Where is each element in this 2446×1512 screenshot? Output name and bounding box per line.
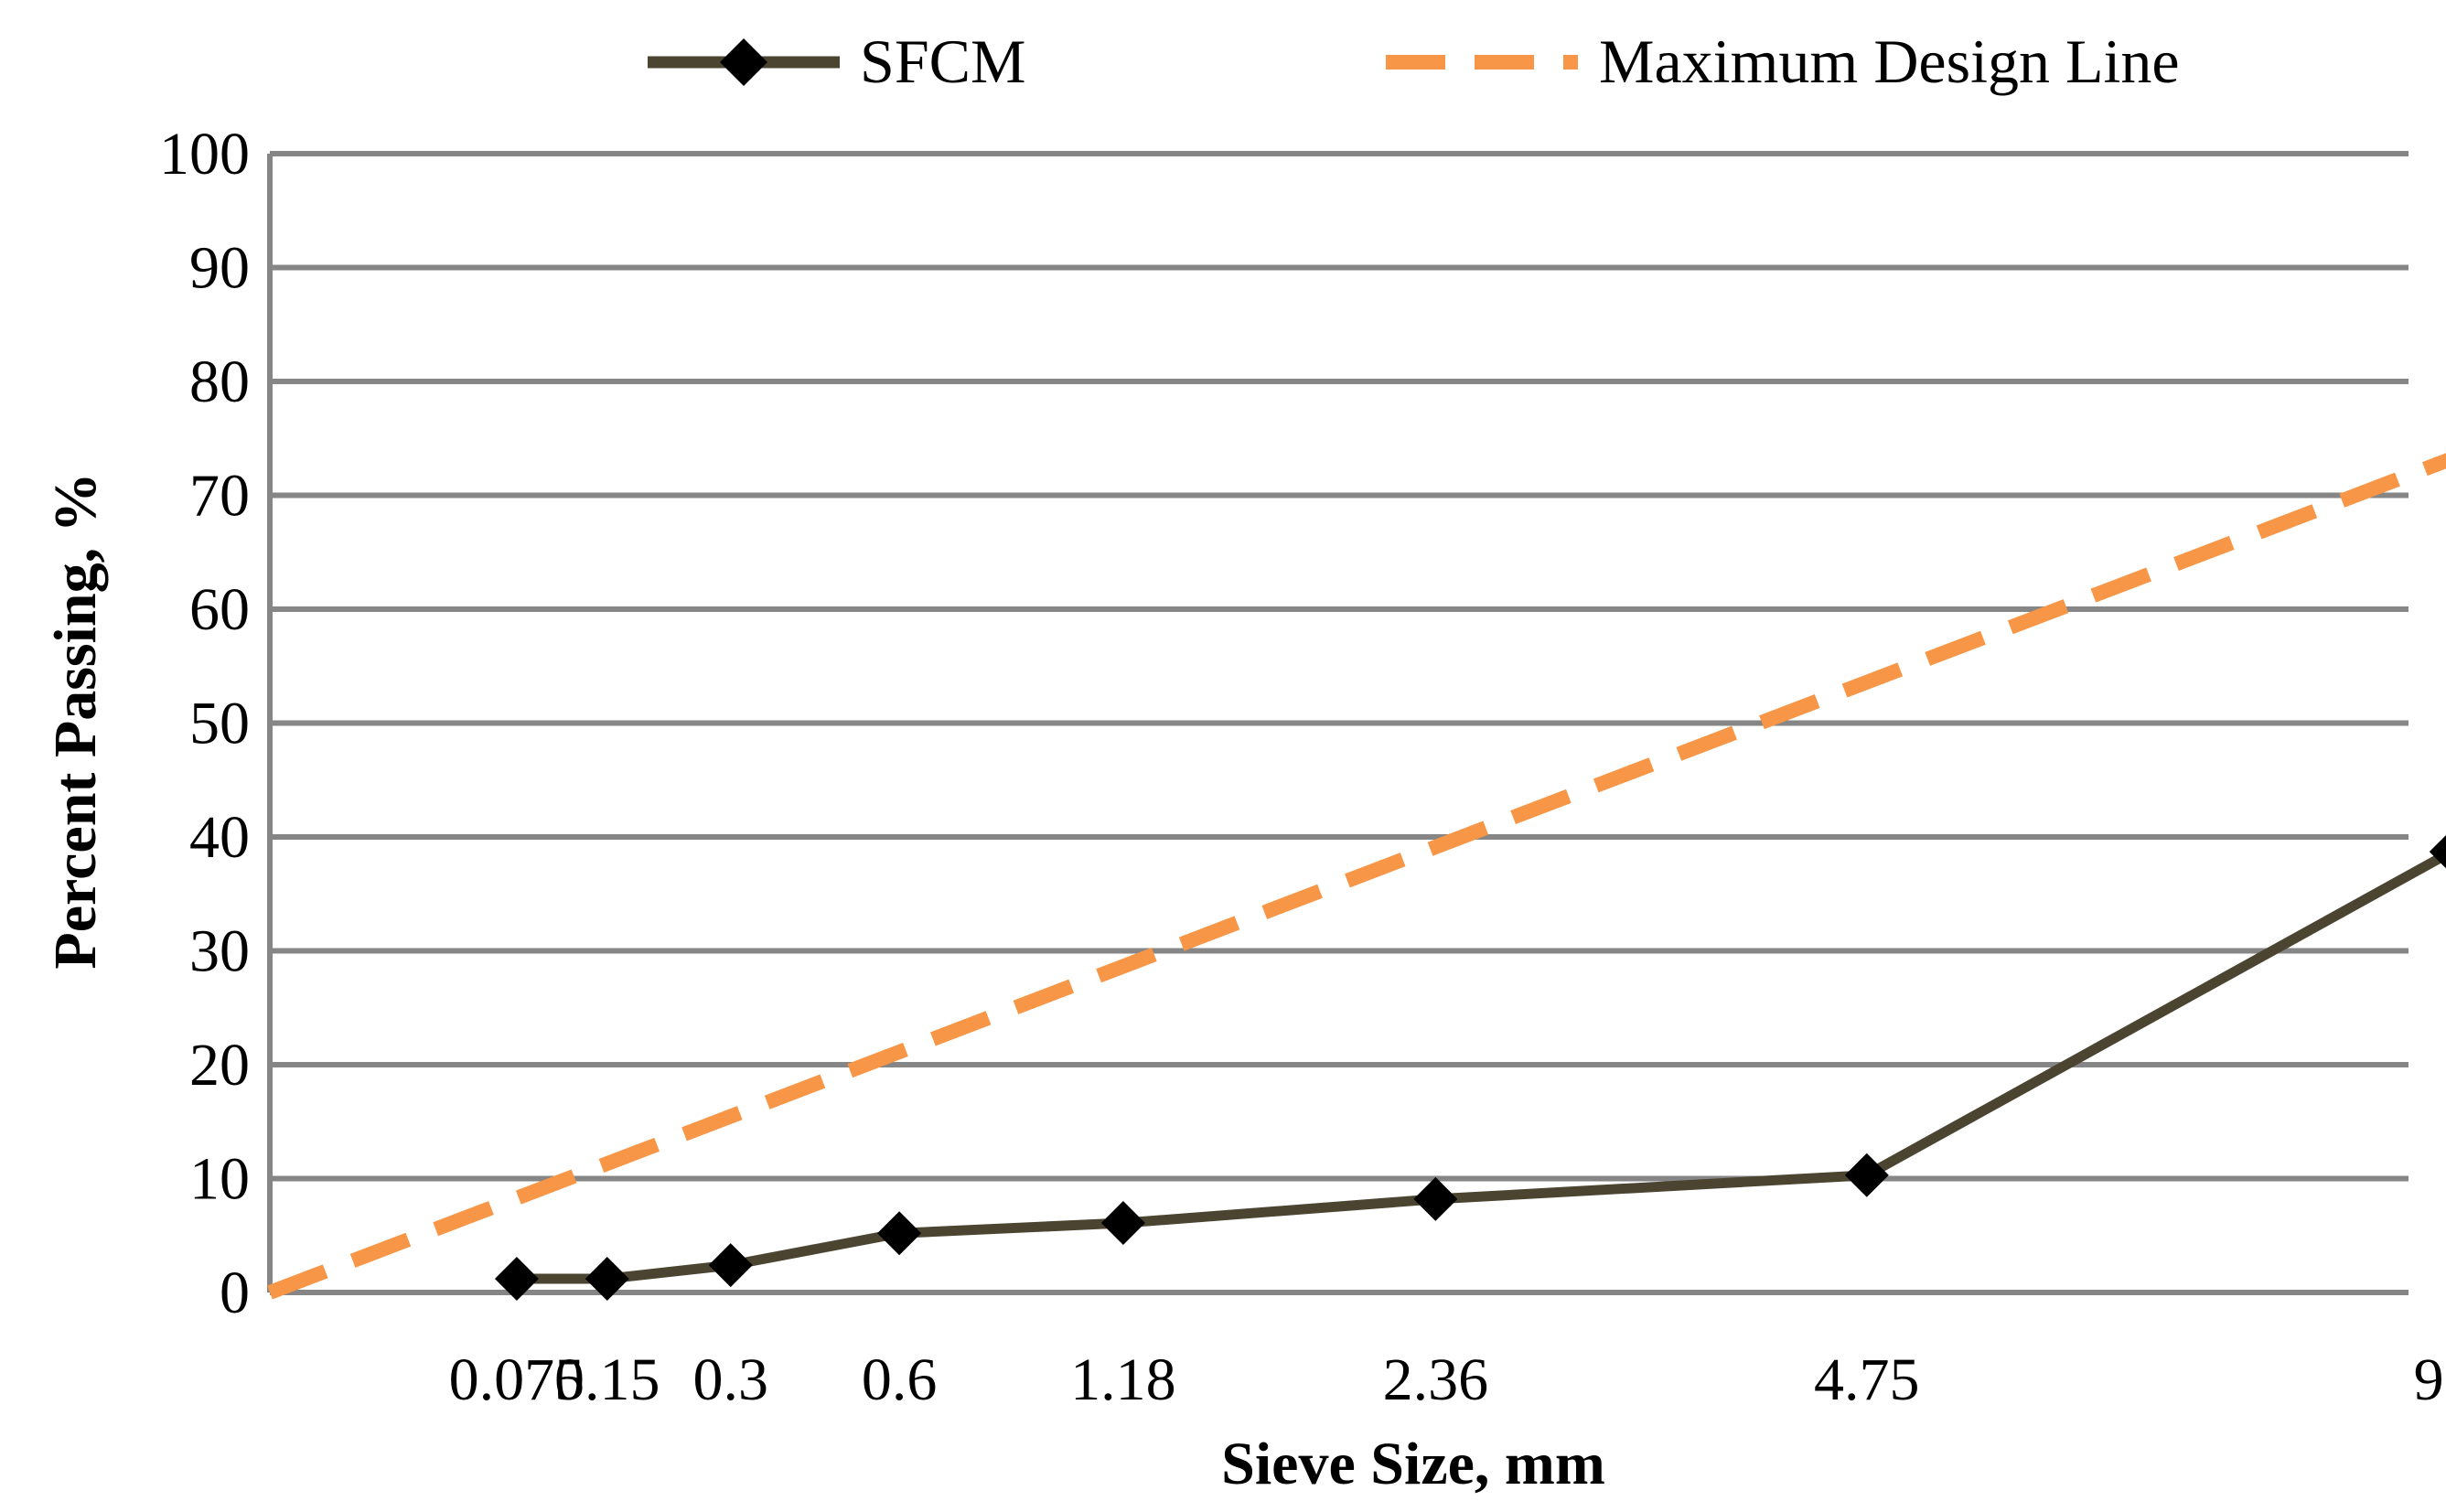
y-tick-label-0: 0 bbox=[220, 1260, 250, 1326]
data-point-sfcm-0 bbox=[494, 1257, 539, 1302]
y-tick-label-10: 10 bbox=[189, 1146, 250, 1213]
y-axis-title: Percent Passing, % bbox=[42, 472, 109, 969]
y-tick-label-30: 30 bbox=[189, 918, 250, 985]
data-point-sfcm-2 bbox=[708, 1243, 753, 1288]
series-line-sfcm bbox=[516, 849, 2446, 1284]
y-tick-label-60: 60 bbox=[189, 576, 250, 643]
legend: SFCM Maximum Design Line bbox=[648, 27, 2180, 96]
data-point-sfcm-6 bbox=[1844, 1153, 1889, 1197]
data-point-sfcm-1 bbox=[585, 1257, 629, 1302]
data-point-sfcm-3 bbox=[877, 1211, 922, 1256]
x-tick-label-0: 0.075 bbox=[449, 1346, 585, 1413]
y-tick-label-40: 40 bbox=[189, 804, 250, 871]
x-tick-label-2: 0.3 bbox=[692, 1346, 768, 1413]
y-tick-label-80: 80 bbox=[189, 349, 250, 415]
x-tick-label-7: 9.5 bbox=[2414, 1346, 2446, 1413]
x-tick-label-6: 4.75 bbox=[1814, 1346, 1920, 1413]
legend-marker-sfcm bbox=[720, 38, 767, 86]
y-tick-label-70: 70 bbox=[189, 463, 250, 530]
y-tick-label-20: 20 bbox=[189, 1032, 250, 1099]
legend-label-maximum-design-line: Maximum Design Line bbox=[1599, 27, 2180, 96]
series bbox=[267, 453, 2446, 1302]
y-tick-label-90: 90 bbox=[189, 235, 250, 302]
y-tick-label-100: 100 bbox=[159, 121, 250, 188]
data-point-sfcm-7 bbox=[2429, 835, 2446, 869]
y-tick-label-50: 50 bbox=[189, 691, 250, 757]
data-point-sfcm-4 bbox=[1100, 1201, 1145, 1246]
x-tick-label-1: 0.15 bbox=[554, 1346, 660, 1413]
gridlines bbox=[270, 151, 2408, 1295]
y-axis-ticks: 0 10 20 30 40 50 60 70 80 90 100 bbox=[159, 121, 250, 1326]
data-point-sfcm-5 bbox=[1413, 1176, 1458, 1221]
x-tick-label-5: 2.36 bbox=[1383, 1346, 1489, 1413]
legend-label-sfcm: SFCM bbox=[860, 27, 1025, 96]
x-tick-label-4: 1.18 bbox=[1070, 1346, 1176, 1413]
x-tick-label-3: 0.6 bbox=[862, 1346, 938, 1413]
x-axis-title: Sieve Size, mm bbox=[1221, 1431, 1605, 1497]
